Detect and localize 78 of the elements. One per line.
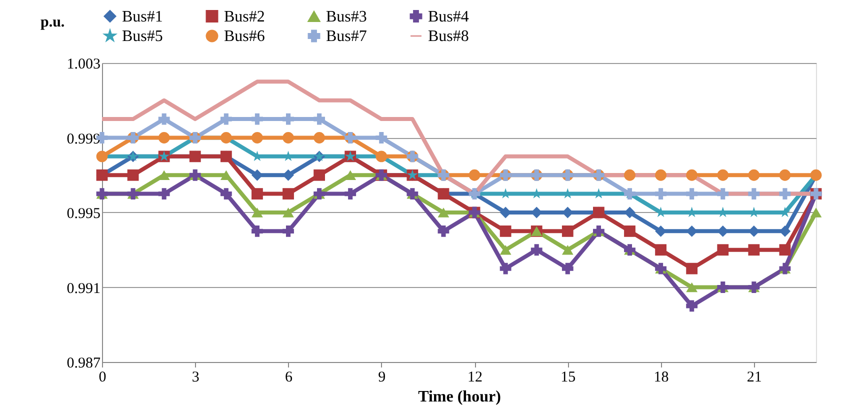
legend-label: Bus#8 bbox=[428, 28, 469, 45]
y-tick-label: 1.003 bbox=[66, 56, 100, 72]
point bbox=[530, 244, 542, 256]
point bbox=[314, 169, 326, 181]
point bbox=[562, 225, 574, 237]
point bbox=[252, 208, 263, 218]
point bbox=[686, 282, 698, 292]
point bbox=[127, 169, 139, 181]
point bbox=[717, 188, 729, 200]
point bbox=[282, 225, 294, 237]
x-tick-label: 6 bbox=[285, 370, 294, 386]
legend-label: Bus#2 bbox=[224, 8, 265, 26]
point bbox=[376, 132, 388, 144]
y-tick-label: 0.995 bbox=[66, 206, 100, 222]
legend-label: Bus#1 bbox=[122, 8, 163, 26]
y-axis-title: p.u. bbox=[40, 14, 65, 30]
point bbox=[562, 262, 574, 274]
point bbox=[748, 244, 760, 256]
point bbox=[655, 188, 666, 200]
point bbox=[779, 169, 791, 181]
point bbox=[624, 225, 636, 237]
point bbox=[500, 225, 512, 237]
point bbox=[282, 113, 294, 125]
point bbox=[344, 170, 356, 180]
y-tick-label: 0.987 bbox=[66, 356, 101, 372]
x-tick-label: 9 bbox=[378, 370, 386, 386]
point bbox=[282, 169, 294, 181]
legend-label: Bus#4 bbox=[428, 8, 469, 26]
point bbox=[686, 300, 698, 312]
x-tick-label: 0 bbox=[98, 370, 106, 386]
x-axis-title: Time (hour) bbox=[418, 388, 501, 406]
x-tick-label: 12 bbox=[468, 370, 483, 386]
x-tick-label: 18 bbox=[654, 370, 669, 386]
point bbox=[468, 169, 480, 181]
point bbox=[748, 169, 760, 181]
y-tick-label: 0.991 bbox=[66, 280, 100, 297]
x-tick-label: 21 bbox=[746, 370, 762, 386]
point bbox=[282, 188, 294, 200]
point bbox=[748, 188, 760, 200]
point bbox=[314, 132, 326, 144]
point bbox=[252, 188, 263, 200]
point bbox=[655, 225, 666, 237]
x-tick-label: 3 bbox=[192, 370, 200, 386]
point bbox=[655, 244, 666, 256]
point bbox=[717, 169, 729, 181]
point bbox=[252, 113, 263, 125]
point bbox=[220, 170, 232, 180]
point bbox=[779, 244, 791, 256]
point bbox=[686, 262, 698, 274]
legend-label: Bus#5 bbox=[122, 28, 163, 45]
point bbox=[810, 208, 822, 218]
point bbox=[158, 113, 170, 125]
point bbox=[438, 208, 450, 218]
point bbox=[344, 188, 356, 200]
point bbox=[779, 188, 791, 200]
point bbox=[562, 244, 574, 255]
point bbox=[717, 244, 729, 256]
point bbox=[252, 132, 263, 144]
point bbox=[500, 262, 512, 274]
point bbox=[500, 244, 512, 255]
point bbox=[158, 188, 170, 200]
legend-label: Bus#7 bbox=[326, 28, 367, 45]
point bbox=[655, 169, 666, 181]
point bbox=[438, 225, 450, 237]
point bbox=[686, 188, 698, 200]
point bbox=[314, 113, 326, 125]
point bbox=[220, 113, 232, 125]
point bbox=[220, 188, 232, 200]
legend-label: Bus#6 bbox=[224, 28, 265, 45]
point bbox=[158, 132, 170, 144]
point bbox=[624, 169, 636, 181]
point bbox=[282, 208, 294, 218]
legend-label: Bus#3 bbox=[326, 8, 367, 26]
point bbox=[686, 169, 698, 181]
x-tick-label: 15 bbox=[560, 370, 576, 386]
point bbox=[252, 225, 263, 237]
point bbox=[252, 169, 263, 181]
point bbox=[282, 132, 294, 144]
